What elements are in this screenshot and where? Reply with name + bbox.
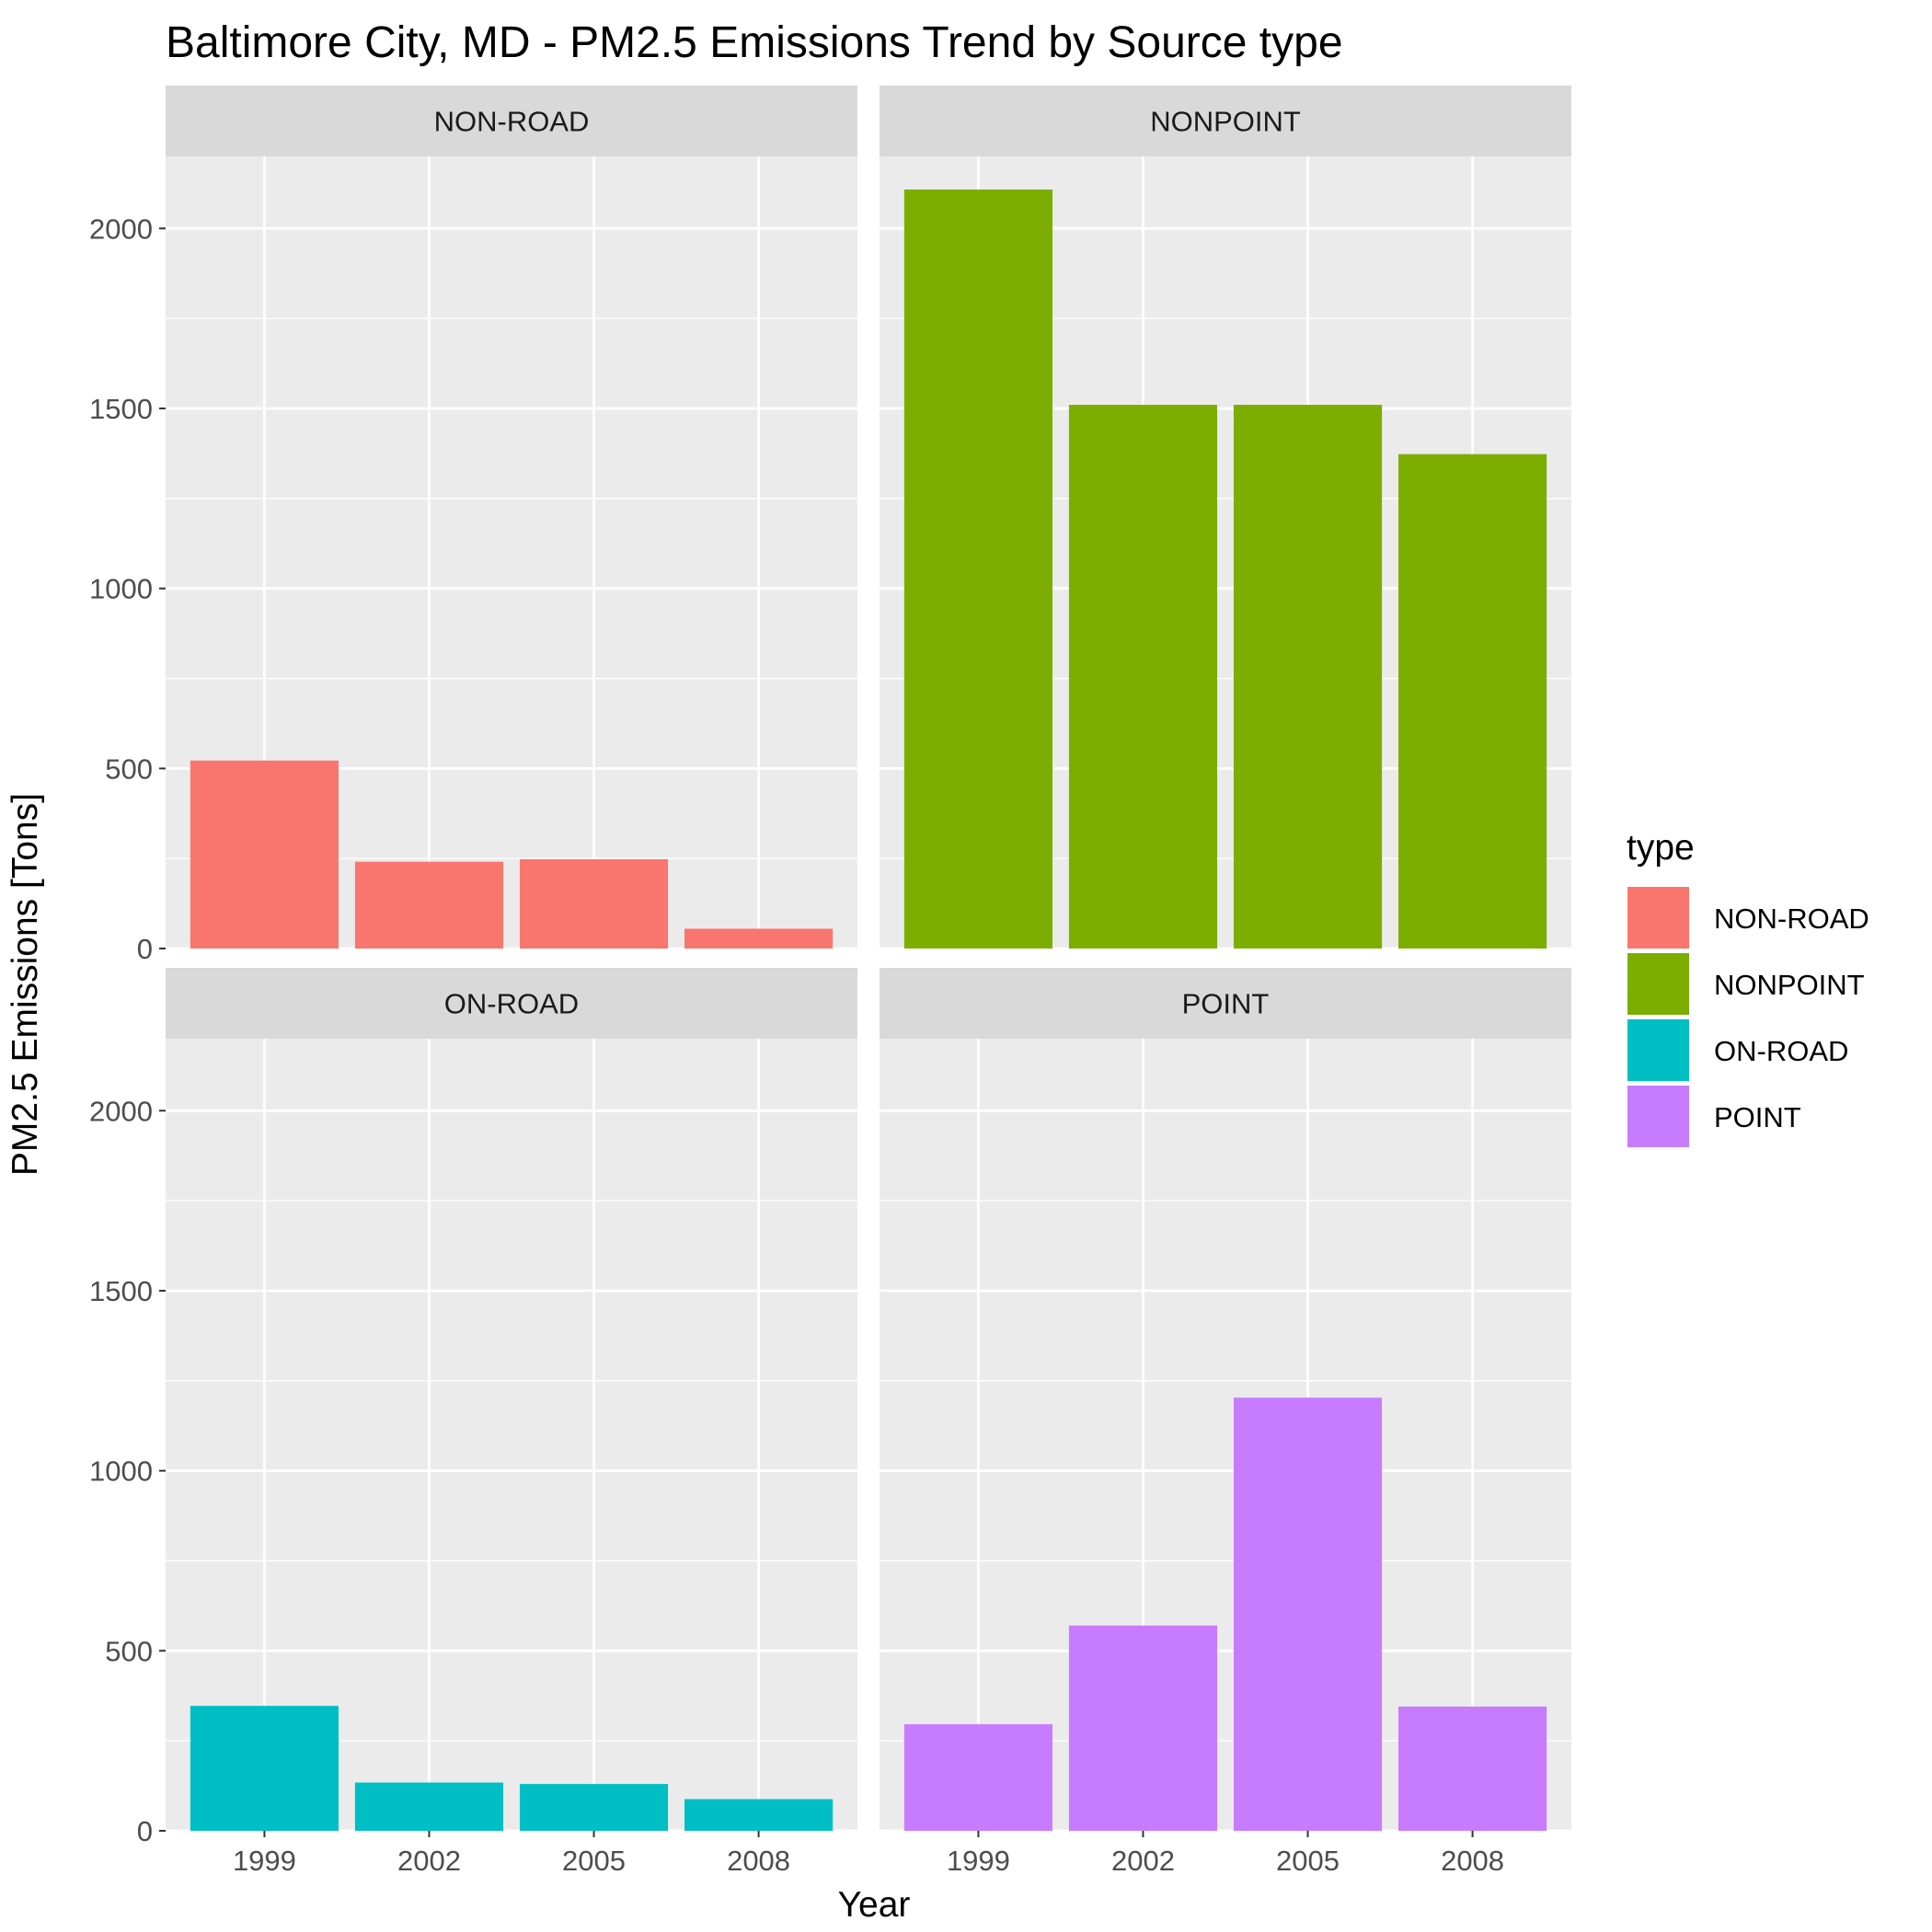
chart-title: Baltimore City, MD - PM2.5 Emissions Tre…: [166, 18, 1343, 67]
y-tick-label: 0: [137, 933, 153, 965]
y-tick-label: 500: [105, 1635, 153, 1667]
x-axis: 1999 2002 2005 2008 1999 2002 2005 2008: [233, 1831, 1504, 1877]
legend-label: NON-ROAD: [1714, 903, 1869, 935]
facet-strip: [166, 968, 857, 1039]
bar-non-road-2005: [519, 858, 669, 949]
x-tick-label: 1999: [947, 1845, 1010, 1877]
facet-strip-label: NON-ROAD: [434, 106, 590, 138]
panel-background: [880, 1039, 1571, 1831]
bar-nonpoint-2005: [1233, 405, 1383, 949]
bar-point-2002: [1068, 1625, 1218, 1831]
facet-strip-label: NONPOINT: [1150, 106, 1301, 138]
legend-key-non-road: [1626, 885, 1691, 950]
y-tick-label: 1500: [89, 1275, 153, 1307]
bar-point-1999: [903, 1724, 1052, 1831]
panel-point: POINT: [880, 968, 1571, 1833]
panel-non-road: NON-ROAD: [166, 86, 857, 950]
y-axis: 0 500 1000 1500 2000 0 500 1000 1500 2000: [89, 213, 166, 1847]
x-tick-label: 2005: [562, 1845, 626, 1877]
bar-on-road-1999: [190, 1706, 339, 1831]
bar-non-road-1999: [190, 760, 339, 949]
legend-label: ON-ROAD: [1714, 1035, 1848, 1067]
y-tick-label: 500: [105, 753, 153, 785]
legend-key-point: [1626, 1084, 1691, 1149]
y-tick-label: 2000: [89, 1095, 153, 1127]
legend-label: POINT: [1714, 1101, 1801, 1133]
panel-nonpoint: NONPOINT: [880, 86, 1571, 950]
bar-nonpoint-2008: [1398, 454, 1547, 949]
bar-on-road-2002: [354, 1782, 504, 1831]
facet-strip: [166, 86, 857, 156]
y-tick-label: 1000: [89, 1455, 153, 1488]
bar-nonpoint-1999: [903, 190, 1052, 949]
facet-panels: NON-ROAD NONPOINT ON-ROAD POINT: [166, 86, 1571, 1833]
panel-on-road: ON-ROAD: [166, 968, 857, 1833]
bar-nonpoint-2002: [1068, 405, 1218, 949]
legend: type NON-ROAD NONPOINT ON-ROAD POINT: [1626, 828, 1869, 1149]
facet-strip-label: POINT: [1182, 988, 1270, 1020]
facet-strip: [880, 968, 1571, 1039]
x-tick-label: 2008: [1441, 1845, 1504, 1877]
legend-label: NONPOINT: [1714, 969, 1865, 1001]
y-axis-title: PM2.5 Emissions [Tons]: [6, 793, 45, 1176]
facet-strip-label: ON-ROAD: [444, 988, 579, 1020]
y-tick-label: 1500: [89, 393, 153, 425]
facet-strip: [880, 86, 1571, 156]
x-tick-label: 2008: [727, 1845, 790, 1877]
bar-on-road-2008: [684, 1799, 834, 1831]
bar-point-2008: [1398, 1706, 1547, 1831]
bar-on-road-2005: [519, 1784, 669, 1831]
x-tick-label: 1999: [233, 1845, 296, 1877]
legend-key-nonpoint: [1626, 951, 1691, 1017]
bar-non-road-2008: [684, 928, 834, 949]
bar-point-2005: [1233, 1397, 1383, 1831]
x-axis-title: Year: [838, 1885, 911, 1925]
x-tick-label: 2002: [397, 1845, 461, 1877]
bar-non-road-2002: [354, 861, 504, 949]
panel-background: [166, 1039, 857, 1831]
legend-title: type: [1627, 828, 1695, 868]
y-tick-label: 0: [137, 1815, 153, 1847]
x-tick-label: 2002: [1111, 1845, 1175, 1877]
y-tick-label: 1000: [89, 573, 153, 605]
legend-key-on-road: [1626, 1018, 1691, 1083]
y-tick-label: 2000: [89, 213, 153, 245]
x-tick-label: 2005: [1276, 1845, 1340, 1877]
